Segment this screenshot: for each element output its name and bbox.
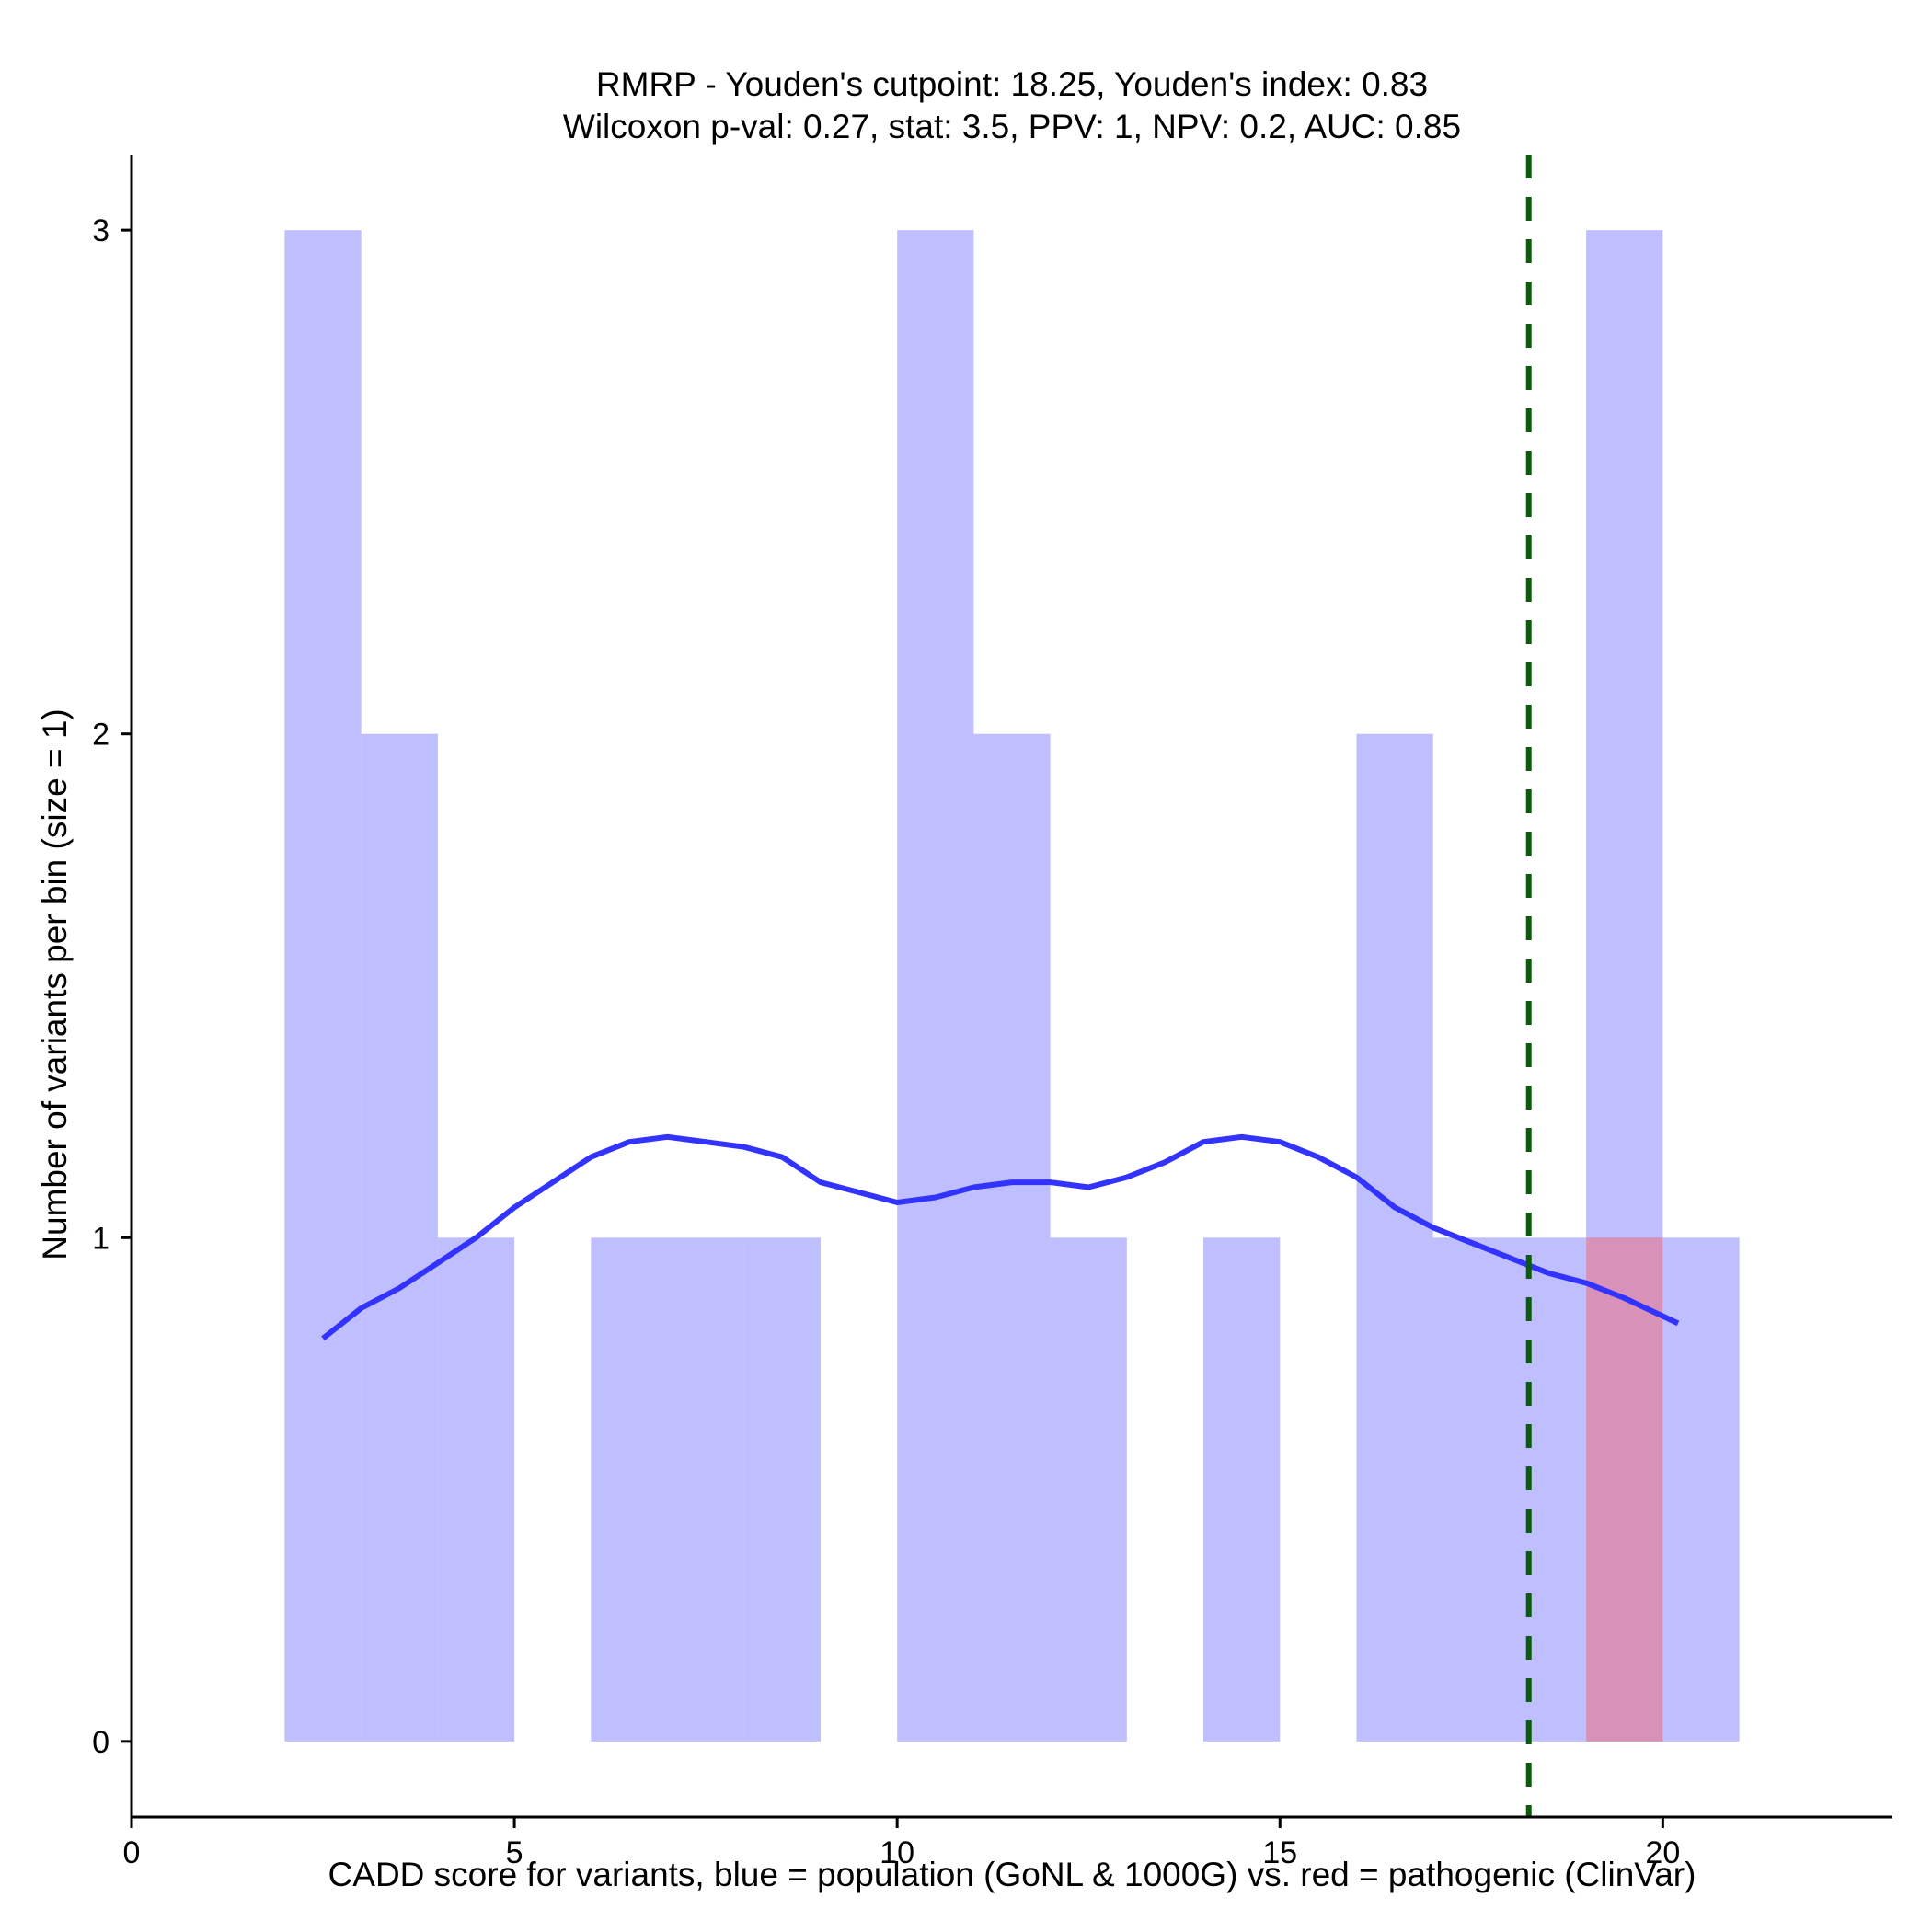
plot-area (284, 155, 1740, 1817)
population-bar-11 (973, 733, 1051, 1742)
pathogenic-bars (1586, 1237, 1663, 1742)
axes: 0 5 10 15 20 0 1 2 3 (92, 155, 1892, 1870)
x-tick-label-15: 15 (1262, 1835, 1297, 1870)
x-axis-ticks: 0 5 10 15 20 (123, 1817, 1680, 1870)
y-tick-label-0: 0 (92, 1725, 109, 1760)
y-axis-label: Number of variants per bin (size = 1) (36, 708, 74, 1259)
y-tick-label-3: 3 (92, 213, 109, 248)
population-bar-18 (1509, 1237, 1587, 1742)
density-curve (321, 1133, 1680, 1341)
population-bars (284, 230, 1740, 1742)
population-bar-2 (284, 230, 362, 1742)
population-bar-19 (1586, 230, 1663, 1742)
chart-subtitle: Wilcoxon p-val: 0.27, stat: 3.5, PPV: 1,… (563, 108, 1461, 145)
y-tick-label-2: 2 (92, 718, 109, 753)
population-bar-6 (591, 1237, 668, 1742)
population-bar-12 (1050, 1237, 1127, 1742)
x-tick-label-20: 20 (1645, 1835, 1680, 1870)
population-bar-20 (1662, 1237, 1740, 1742)
x-tick-label-10: 10 (880, 1835, 914, 1870)
population-bar-7 (667, 1237, 744, 1742)
pathogenic-bar-19 (1586, 1237, 1663, 1742)
y-tick-label-1: 1 (92, 1221, 109, 1256)
population-bar-10 (897, 230, 974, 1742)
population-bar-8 (743, 1237, 821, 1742)
population-bar-17 (1432, 1237, 1510, 1742)
x-axis-label: CADD score for variants, blue = populati… (328, 1856, 1696, 1893)
population-bar-3 (361, 733, 438, 1742)
population-bar-16 (1356, 733, 1433, 1742)
x-tick-label-5: 5 (506, 1835, 523, 1870)
population-bar-14 (1203, 1237, 1281, 1742)
y-axis-ticks: 0 1 2 3 (92, 213, 132, 1760)
x-tick-label-0: 0 (123, 1835, 141, 1870)
chart-title: RMRP - Youden's cutpoint: 18.25, Youden'… (596, 65, 1428, 103)
population-bar-4 (437, 1237, 515, 1742)
